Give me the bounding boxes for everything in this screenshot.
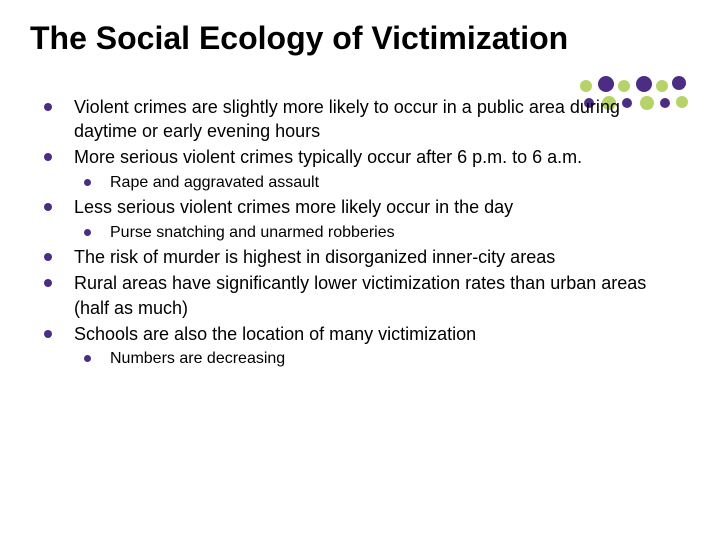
bullet-item: Schools are also the location of many vi… xyxy=(38,322,670,370)
bullet-text: Schools are also the location of many vi… xyxy=(74,324,476,344)
sub-bullet-list: Rape and aggravated assault xyxy=(74,172,670,194)
decoration-dot xyxy=(672,76,686,90)
bullet-item: The risk of murder is highest in disorga… xyxy=(38,245,670,269)
bullet-text: Less serious violent crimes more likely … xyxy=(74,197,513,217)
sub-bullet-item: Purse snatching and unarmed robberies xyxy=(74,222,670,244)
bullet-item: Less serious violent crimes more likely … xyxy=(38,195,670,243)
bullet-list: Violent crimes are slightly more likely … xyxy=(38,95,670,370)
decoration-dot xyxy=(618,80,630,92)
bullet-item: Violent crimes are slightly more likely … xyxy=(38,95,670,144)
bullet-text: Rural areas have significantly lower vic… xyxy=(74,273,646,317)
sub-bullet-list: Purse snatching and unarmed robberies xyxy=(74,222,670,244)
bullet-item: Rural areas have significantly lower vic… xyxy=(38,271,670,320)
decoration-dot xyxy=(598,76,614,92)
sub-bullet-item: Numbers are decreasing xyxy=(74,348,670,370)
sub-bullet-list: Numbers are decreasing xyxy=(74,348,670,370)
decoration-dot xyxy=(676,96,688,108)
bullet-text: Violent crimes are slightly more likely … xyxy=(74,97,620,141)
bullet-text: The risk of murder is highest in disorga… xyxy=(74,247,555,267)
decoration-dot xyxy=(636,76,652,92)
sub-bullet-item: Rape and aggravated assault xyxy=(74,172,670,194)
decoration-dot xyxy=(580,80,592,92)
bullet-item: More serious violent crimes typically oc… xyxy=(38,145,670,193)
slide-body: Violent crimes are slightly more likely … xyxy=(30,95,690,370)
bullet-text: More serious violent crimes typically oc… xyxy=(74,147,582,167)
slide: The Social Ecology of Victimization Viol… xyxy=(0,0,720,540)
slide-title: The Social Ecology of Victimization xyxy=(30,20,690,57)
decoration-dot xyxy=(656,80,668,92)
